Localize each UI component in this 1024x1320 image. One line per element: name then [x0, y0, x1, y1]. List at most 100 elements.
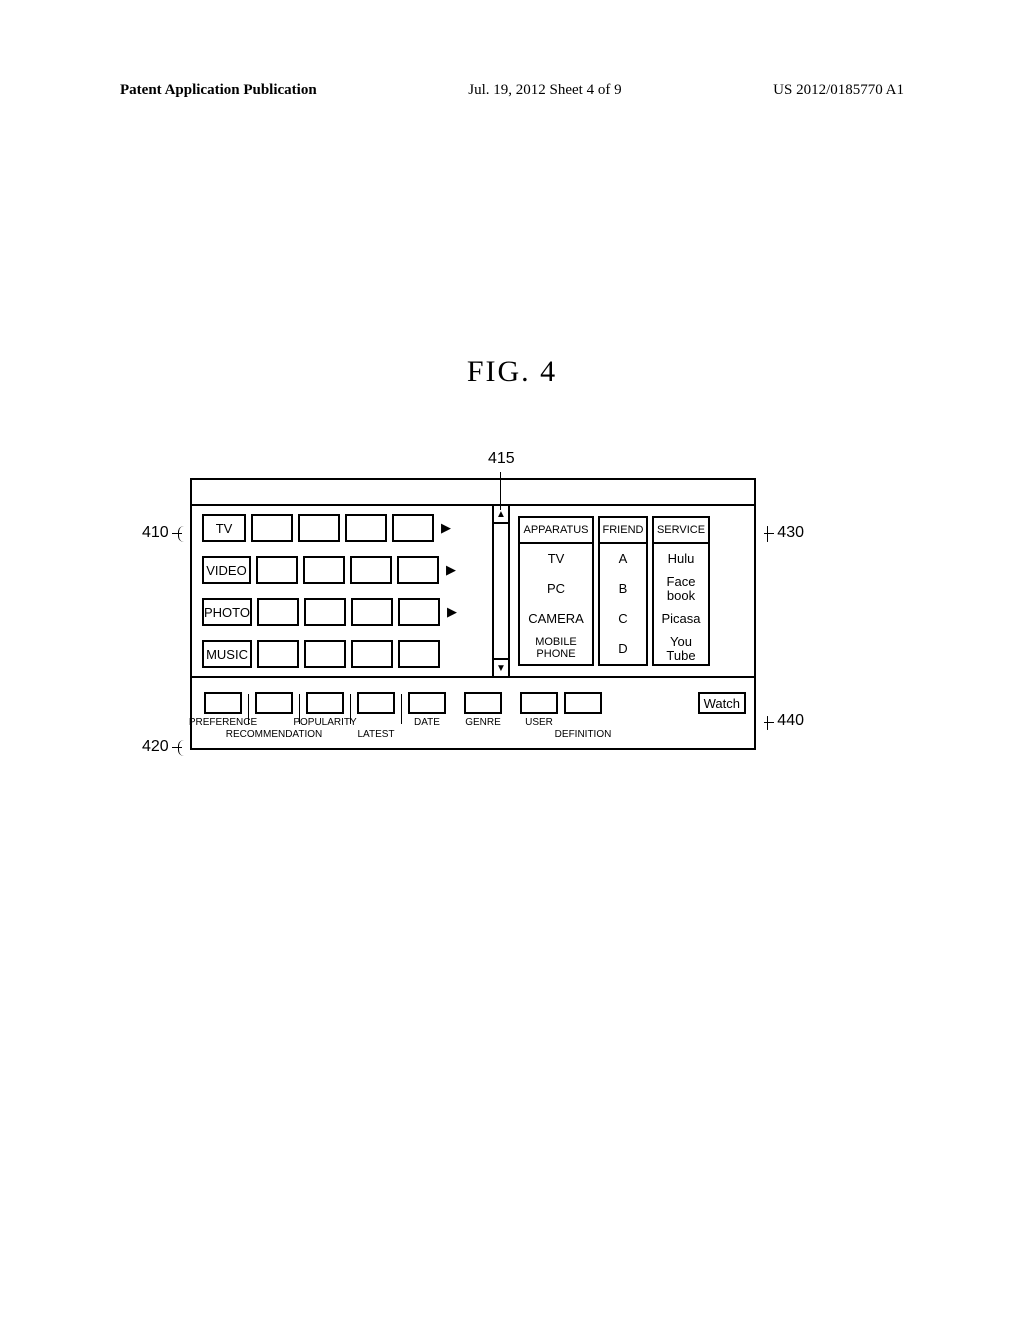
sort-user[interactable]: USER: [520, 692, 558, 724]
row-tv: TV ▶: [202, 514, 488, 542]
row-music: MUSIC: [202, 640, 488, 668]
row-arrow-icon[interactable]: ▶: [446, 562, 456, 578]
header-center: Jul. 19, 2012 Sheet 4 of 9: [468, 82, 621, 99]
sort-recommendation[interactable]: RECOMMENDATION: [255, 692, 293, 724]
sort-panel: PREFERENCE RECOMMENDATION POPULARITY LAT…: [192, 678, 754, 748]
cell[interactable]: You Tube: [654, 634, 708, 664]
thumb[interactable]: [304, 598, 346, 626]
sort-definition[interactable]: DEFINITION: [564, 692, 602, 724]
sort-latest[interactable]: LATEST: [357, 692, 395, 724]
leader-415: [500, 472, 501, 510]
thumb[interactable]: [251, 514, 293, 542]
sort-popularity[interactable]: POPULARITY: [306, 692, 344, 724]
sort-box[interactable]: [357, 692, 395, 714]
thumb[interactable]: [350, 556, 392, 584]
thumb[interactable]: [351, 598, 393, 626]
leader-hook-420: [178, 740, 184, 756]
scroll-down-icon[interactable]: ▼: [494, 658, 508, 676]
sort-preference[interactable]: PREFERENCE: [204, 692, 242, 724]
sort-label: DATE: [414, 718, 440, 729]
header-apparatus[interactable]: APPARATUS: [520, 518, 592, 544]
source-table: APPARATUS TV PC CAMERA MOBILE PHONE FRIE…: [518, 516, 750, 666]
leader-hook-430: [762, 526, 768, 542]
thumb[interactable]: [257, 640, 299, 668]
cell[interactable]: A: [600, 544, 646, 574]
thumb[interactable]: [351, 640, 393, 668]
divider: [401, 694, 402, 724]
col-service: SERVICE Hulu Face book Picasa You Tube: [652, 516, 710, 666]
title-bar: [192, 480, 754, 506]
col-friend: FRIEND A B C D: [598, 516, 648, 666]
cell[interactable]: MOBILE PHONE: [520, 634, 592, 664]
sort-label: GENRE: [465, 718, 501, 729]
sort-genre[interactable]: GENRE: [464, 692, 502, 724]
page-header: Patent Application Publication Jul. 19, …: [120, 82, 904, 99]
cell[interactable]: B: [600, 574, 646, 604]
sort-box[interactable]: [564, 692, 602, 714]
thumb[interactable]: [257, 598, 299, 626]
category-video[interactable]: VIDEO: [202, 556, 251, 584]
sort-date[interactable]: DATE: [408, 692, 446, 724]
thumb[interactable]: [398, 598, 440, 626]
sort-box[interactable]: [204, 692, 242, 714]
categories-panel: TV ▶ VIDEO ▶ PHOTO: [192, 506, 492, 676]
leader-hook-440: [762, 716, 768, 730]
col-apparatus: APPARATUS TV PC CAMERA MOBILE PHONE: [518, 516, 594, 666]
reference-420: 420: [142, 738, 169, 756]
row-arrow-icon[interactable]: ▶: [441, 520, 451, 536]
sort-box[interactable]: [464, 692, 502, 714]
thumb[interactable]: [345, 514, 387, 542]
thumb[interactable]: [256, 556, 298, 584]
leader-410: [172, 533, 182, 534]
thumb[interactable]: [392, 514, 434, 542]
watch-button[interactable]: Watch: [698, 692, 746, 714]
category-photo[interactable]: PHOTO: [202, 598, 252, 626]
scrollbar[interactable]: ▲ ▼: [492, 506, 510, 676]
header-left: Patent Application Publication: [120, 82, 317, 99]
sort-label: RECOMMENDATION: [226, 730, 322, 741]
cell[interactable]: Hulu: [654, 544, 708, 574]
row-arrow-icon[interactable]: ▶: [447, 604, 457, 620]
thumb[interactable]: [398, 640, 440, 668]
leader-430: [764, 533, 774, 534]
header-friend[interactable]: FRIEND: [600, 518, 646, 544]
sort-box[interactable]: [255, 692, 293, 714]
row-photo: PHOTO ▶: [202, 598, 488, 626]
header-service[interactable]: SERVICE: [654, 518, 708, 544]
sort-box[interactable]: [408, 692, 446, 714]
leader-420: [172, 747, 182, 748]
leader-440: [764, 722, 774, 723]
thumb[interactable]: [304, 640, 346, 668]
sort-label: USER: [525, 718, 553, 729]
sort-box[interactable]: [306, 692, 344, 714]
category-tv[interactable]: TV: [202, 514, 246, 542]
sort-label: DEFINITION: [555, 730, 612, 741]
sort-label: POPULARITY: [293, 718, 356, 729]
cell[interactable]: TV: [520, 544, 592, 574]
figure-title: FIG. 4: [0, 355, 1024, 389]
scroll-track[interactable]: [494, 524, 508, 658]
cell[interactable]: PC: [520, 574, 592, 604]
cell[interactable]: Picasa: [654, 604, 708, 634]
cell[interactable]: C: [600, 604, 646, 634]
outer-frame: TV ▶ VIDEO ▶ PHOTO: [190, 478, 756, 750]
reference-410: 410: [142, 524, 169, 542]
cell[interactable]: CAMERA: [520, 604, 592, 634]
scroll-up-icon[interactable]: ▲: [494, 506, 508, 524]
category-music[interactable]: MUSIC: [202, 640, 252, 668]
reference-430: 430: [777, 524, 804, 542]
sort-box[interactable]: [520, 692, 558, 714]
cell[interactable]: Face book: [654, 574, 708, 604]
reference-440: 440: [777, 712, 804, 730]
diagram: 415 410 420 430 440 TV ▶ VIDEO: [190, 478, 756, 750]
sort-label: LATEST: [357, 730, 394, 741]
main-area: TV ▶ VIDEO ▶ PHOTO: [192, 506, 754, 678]
header-right: US 2012/0185770 A1: [773, 82, 904, 99]
cell[interactable]: D: [600, 634, 646, 664]
sort-group: PREFERENCE RECOMMENDATION POPULARITY LAT…: [204, 692, 602, 724]
leader-hook-410: [178, 526, 184, 542]
thumb[interactable]: [397, 556, 439, 584]
thumb[interactable]: [303, 556, 345, 584]
source-panel: APPARATUS TV PC CAMERA MOBILE PHONE FRIE…: [510, 506, 754, 676]
thumb[interactable]: [298, 514, 340, 542]
